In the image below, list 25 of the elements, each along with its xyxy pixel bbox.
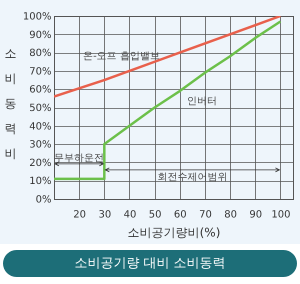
y-tick-label: 40% xyxy=(29,121,52,132)
y-tick-label: 80% xyxy=(29,48,52,60)
x-tick-label: 50 xyxy=(148,210,162,220)
y-tick-label: 50% xyxy=(29,103,52,114)
y-tick-label: 60% xyxy=(29,84,52,96)
line-series xyxy=(54,20,282,180)
text: 소비공기량 대비 소비동력 xyxy=(3,250,297,277)
y-tick-label: 20% xyxy=(29,158,52,169)
y-tick-label: 70% xyxy=(29,66,52,78)
x-tick-label: 30 xyxy=(98,210,112,220)
x-tick-label: 80 xyxy=(224,210,237,220)
x-tick-label: 70 xyxy=(199,210,212,220)
x-tick-label: 20 xyxy=(73,210,86,220)
x-axis-title: 소비공기량비(%) xyxy=(128,226,220,240)
y-tick-label: 30% xyxy=(29,140,52,151)
line-series xyxy=(54,16,282,98)
y-axis-title: 소비동력비 xyxy=(4,46,16,160)
y-tick-label: 0% xyxy=(36,194,52,206)
y-tick-label: 100% xyxy=(22,12,52,22)
x-tick-label: 90 xyxy=(249,210,262,220)
x-tick-label: 100 xyxy=(271,210,290,220)
x-tick-label: 60 xyxy=(174,210,187,220)
y-tick-label: 90% xyxy=(29,30,52,41)
y-tick-label: 10% xyxy=(29,176,52,188)
x-tick-label: 40 xyxy=(124,210,136,220)
